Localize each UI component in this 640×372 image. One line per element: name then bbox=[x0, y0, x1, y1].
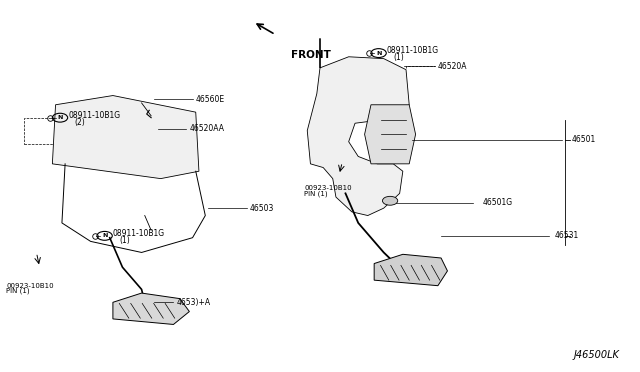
Text: N: N bbox=[58, 115, 63, 120]
Text: (1): (1) bbox=[394, 53, 404, 62]
Text: 4653)+A: 4653)+A bbox=[177, 298, 211, 307]
Polygon shape bbox=[52, 96, 199, 179]
Text: 08911-10B1G: 08911-10B1G bbox=[387, 46, 439, 55]
Text: PIN (1): PIN (1) bbox=[6, 288, 30, 295]
Text: 46520A: 46520A bbox=[438, 61, 467, 71]
Text: N: N bbox=[376, 51, 381, 55]
Text: J46500LK: J46500LK bbox=[573, 350, 620, 359]
Polygon shape bbox=[374, 254, 447, 286]
Polygon shape bbox=[365, 105, 415, 164]
Text: 46501G: 46501G bbox=[483, 198, 513, 207]
Text: 46501: 46501 bbox=[572, 135, 596, 144]
Text: 46531: 46531 bbox=[554, 231, 579, 240]
Text: (2): (2) bbox=[75, 118, 85, 127]
Text: 00923-10B10: 00923-10B10 bbox=[6, 283, 54, 289]
Text: (1): (1) bbox=[119, 236, 130, 245]
Text: 08911-10B1G: 08911-10B1G bbox=[113, 229, 165, 238]
Text: 08911-10B1G: 08911-10B1G bbox=[68, 110, 120, 120]
Polygon shape bbox=[307, 38, 409, 215]
Text: PIN (1): PIN (1) bbox=[304, 190, 328, 197]
Text: FRONT: FRONT bbox=[291, 50, 332, 60]
Text: 46520AA: 46520AA bbox=[189, 124, 225, 133]
Text: 00923-10B10: 00923-10B10 bbox=[304, 185, 352, 191]
Text: 46503: 46503 bbox=[250, 203, 275, 213]
Text: 46560E: 46560E bbox=[196, 95, 225, 104]
Polygon shape bbox=[113, 293, 189, 324]
Circle shape bbox=[383, 196, 397, 205]
Text: N: N bbox=[102, 233, 108, 238]
